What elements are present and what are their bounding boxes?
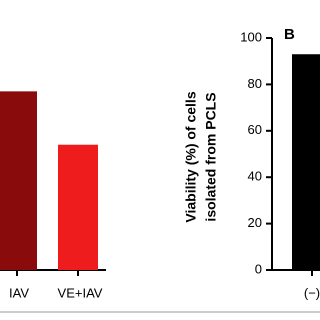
- bar: [58, 144, 98, 270]
- y-tick-label: 40: [248, 169, 262, 184]
- bar: [0, 91, 37, 270]
- panel-label: B: [284, 26, 295, 43]
- y-tick-label: 100: [240, 29, 262, 44]
- x-tick-label: IAV: [9, 285, 29, 300]
- y-axis-label: Viability (%) of cells: [183, 91, 199, 222]
- y-tick-label: 20: [248, 215, 262, 230]
- x-tick-label: (−): [304, 285, 320, 300]
- x-tick-label: VE+IAV: [58, 285, 103, 300]
- bar: [292, 54, 320, 270]
- y-tick-label: 0: [255, 261, 262, 276]
- y-axis-label: isolated from PCLS: [203, 92, 219, 221]
- y-tick-label: 60: [248, 122, 262, 137]
- y-tick-label: 80: [248, 76, 262, 91]
